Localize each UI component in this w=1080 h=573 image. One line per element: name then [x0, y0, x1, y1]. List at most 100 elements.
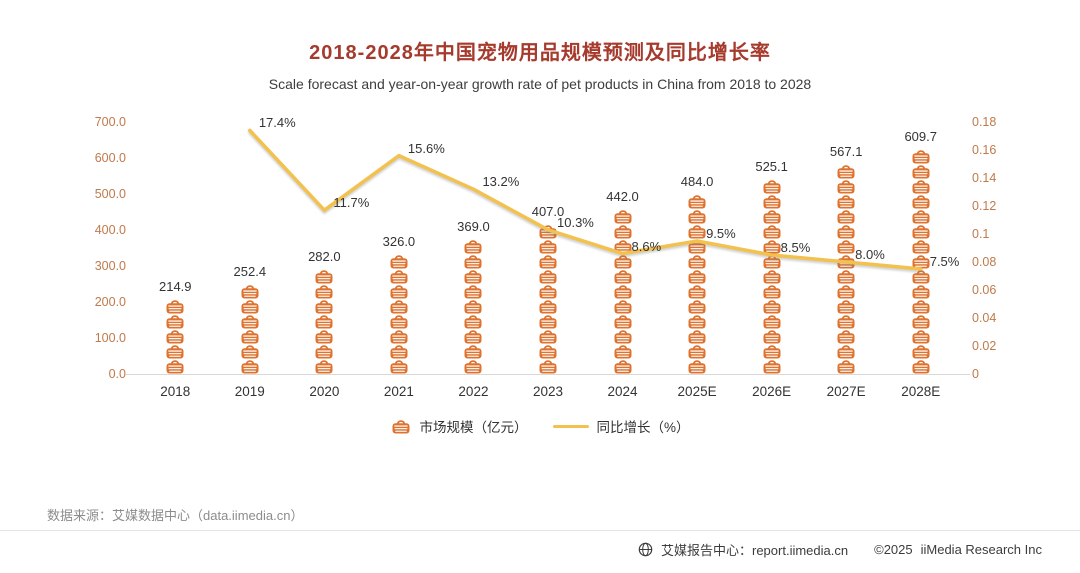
basket-icon	[462, 359, 484, 374]
basket-icon	[612, 359, 634, 374]
pictogram-bar	[164, 299, 186, 374]
basket-icon	[612, 254, 634, 269]
basket-icon	[761, 194, 783, 209]
line-value-label: 8.6%	[631, 238, 662, 254]
basket-icon	[537, 299, 559, 314]
basket-icon	[835, 359, 857, 374]
basket-icon	[910, 194, 932, 209]
basket-icon	[686, 269, 708, 284]
x-axis-label: 2026E	[752, 384, 792, 399]
basket-icon	[313, 284, 335, 299]
axis-tick-left: 600.0	[94, 151, 126, 165]
basket-icon	[388, 299, 410, 314]
line-value-label: 9.5%	[706, 226, 736, 241]
axis-tick-left: 0.0	[108, 367, 126, 381]
x-axis-line	[126, 374, 970, 375]
basket-icon	[388, 254, 410, 269]
legend-label-growth: 同比增长（%）	[596, 420, 690, 435]
basket-icon	[388, 284, 410, 299]
basket-icon	[239, 299, 261, 314]
basket-icon	[686, 314, 708, 329]
basket-icon	[835, 254, 857, 269]
chart-legend: 市场规模（亿元） 同比增长（%）	[0, 416, 1080, 436]
axis-tick-right: 0.18	[972, 115, 997, 129]
bar-value-label: 609.7	[904, 129, 937, 144]
basket-icon	[313, 314, 335, 329]
basket-icon	[686, 329, 708, 344]
basket-icon	[686, 299, 708, 314]
basket-icon	[686, 284, 708, 299]
basket-icon	[537, 284, 559, 299]
bar-value-label: 369.0	[457, 219, 490, 234]
basket-icon	[910, 269, 932, 284]
basket-icon	[313, 269, 335, 284]
line-value-label: 11.7%	[333, 195, 370, 211]
x-axis-label: 2021	[383, 384, 414, 399]
axis-tick-left: 100.0	[94, 331, 126, 345]
legend-item-growth: 同比增长（%）	[553, 416, 690, 436]
basket-icon	[612, 344, 634, 359]
basket-icon	[537, 329, 559, 344]
bar-value-label: 326.0	[382, 234, 416, 249]
basket-icon	[537, 254, 559, 269]
x-axis-label: 2023	[532, 384, 564, 399]
basket-icon	[537, 269, 559, 284]
x-axis-label: 2022	[458, 384, 489, 399]
basket-icon	[761, 359, 783, 374]
basket-icon	[686, 209, 708, 224]
pictogram-bar	[239, 284, 261, 374]
basket-icon	[761, 269, 783, 284]
pictogram-bar	[835, 164, 857, 374]
footer-brand: iiMedia Research Inc	[920, 542, 1042, 557]
line-value-label: 8.5%	[780, 240, 811, 255]
axis-tick-right: 0	[972, 367, 979, 381]
axis-tick-right: 0.08	[972, 255, 997, 269]
x-axis-label: 2018	[160, 384, 191, 399]
basket-icon	[761, 299, 783, 314]
legend-item-market-scale: 市场规模（亿元）	[390, 416, 527, 436]
chart-subtitle: Scale forecast and year-on-year growth r…	[268, 76, 812, 92]
basket-icon	[612, 329, 634, 344]
basket-icon	[462, 344, 484, 359]
basket-icon	[686, 344, 708, 359]
line-value-label: 17.4%	[258, 115, 296, 131]
x-axis-label: 2028E	[901, 384, 941, 399]
bar-value-label: 525.1	[755, 159, 788, 174]
axis-tick-right: 0.1	[972, 227, 990, 241]
axis-tick-right: 0.04	[972, 311, 997, 325]
basket-icon	[239, 284, 261, 299]
basket-icon	[910, 284, 932, 299]
basket-icon	[835, 194, 857, 209]
basket-icon	[761, 209, 783, 224]
basket-icon	[910, 359, 932, 374]
x-axis-label: 2027E	[826, 384, 866, 399]
basket-icon	[313, 329, 335, 344]
basket-icon	[761, 179, 783, 194]
axis-tick-right: 0.12	[972, 199, 997, 213]
basket-icon	[835, 269, 857, 284]
line-value-label: 13.2%	[482, 174, 520, 190]
basket-icon	[612, 314, 634, 329]
basket-icon	[164, 299, 186, 314]
bar-value-label: 282.0	[308, 249, 341, 264]
basket-icon	[164, 314, 186, 329]
basket-icon	[388, 344, 410, 359]
basket-icon	[910, 149, 932, 164]
x-axis-label: 2020	[309, 384, 340, 399]
axis-tick-right: 0.14	[972, 171, 997, 185]
basket-icon	[462, 269, 484, 284]
pictogram-bar	[761, 179, 783, 374]
basket-icon	[835, 164, 857, 179]
axis-tick-right: 0.02	[972, 339, 997, 353]
basket-icon	[686, 254, 708, 269]
basket-icon	[761, 329, 783, 344]
basket-icon	[761, 284, 783, 299]
basket-icon	[537, 359, 559, 374]
bar-value-label: 567.1	[829, 144, 863, 159]
line-value-label: 8.0%	[855, 247, 885, 262]
axis-tick-left: 200.0	[94, 295, 126, 309]
footer-report-link[interactable]: 艾媒报告中心：report.iimedia.cn	[661, 543, 849, 558]
basket-icon	[388, 314, 410, 329]
